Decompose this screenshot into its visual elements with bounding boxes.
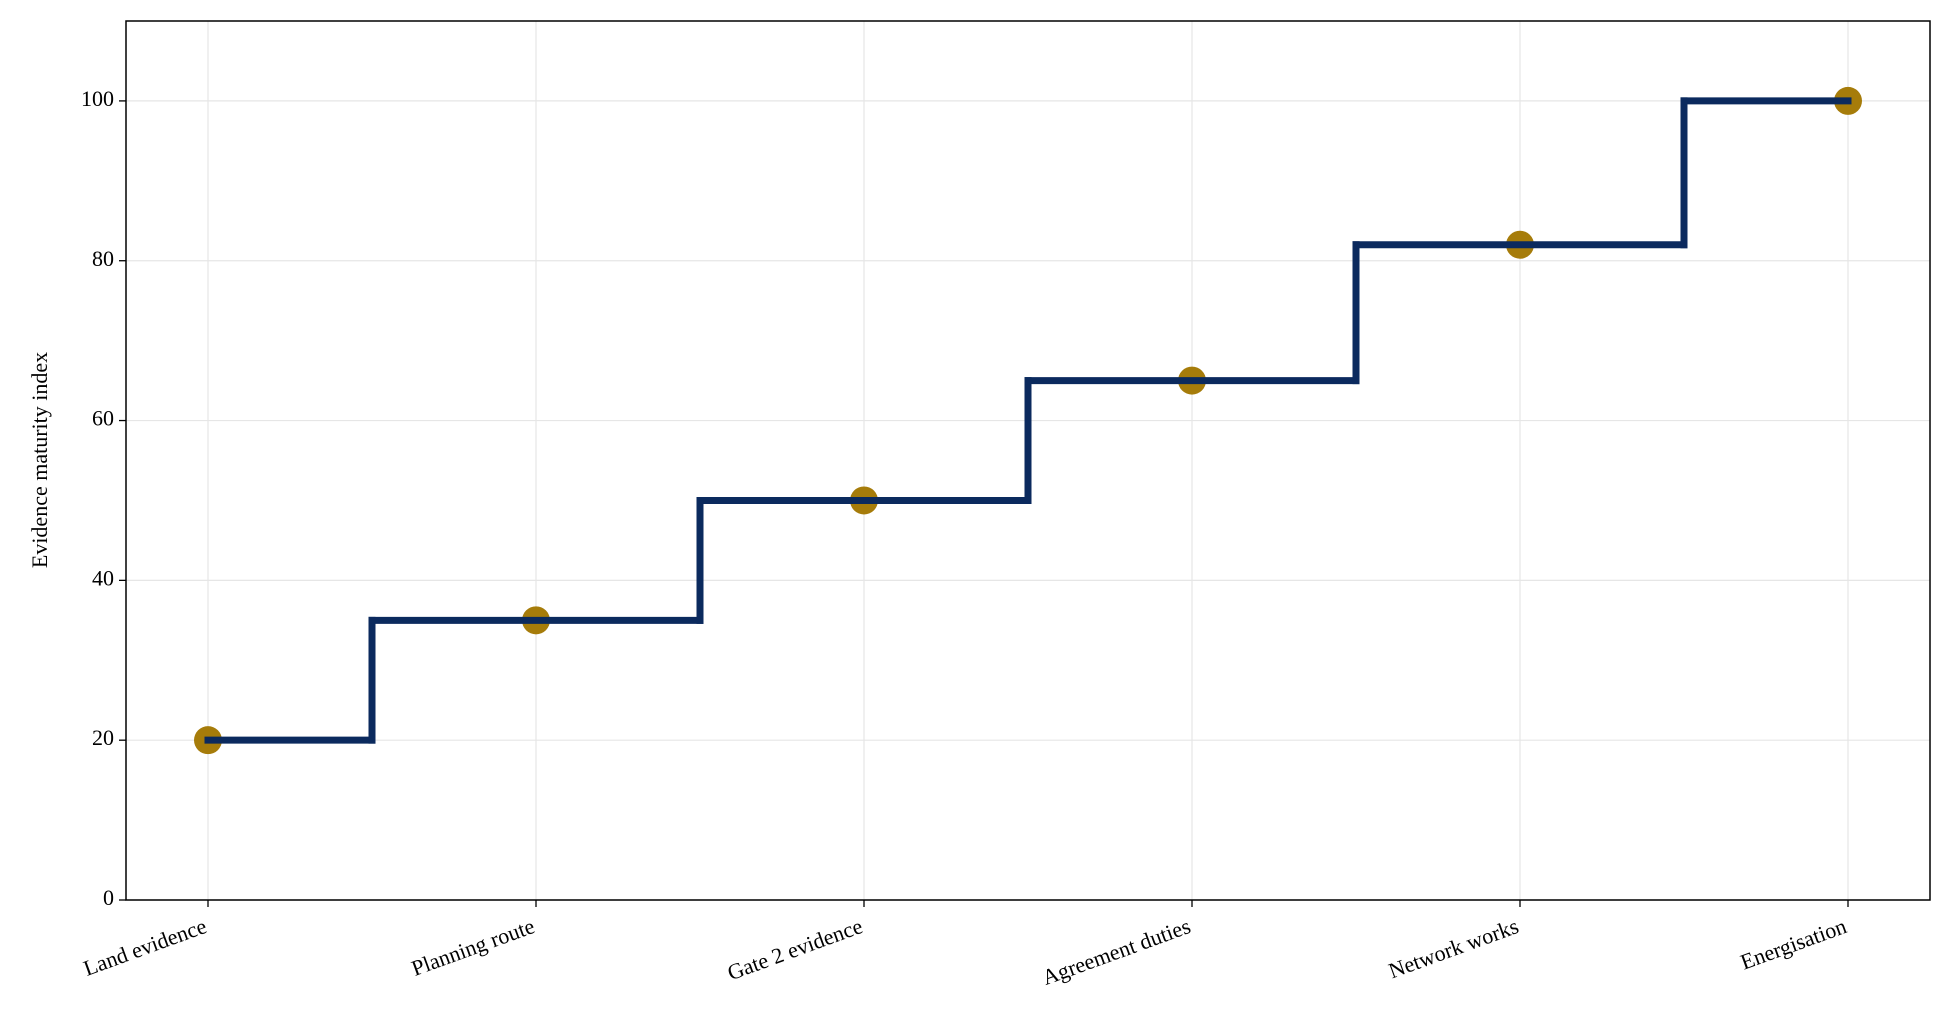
y-axis-label: Evidence maturity index xyxy=(27,352,52,568)
plot-frame xyxy=(125,20,1931,901)
y-tick-label: 100 xyxy=(81,86,114,111)
y-tick-label: 60 xyxy=(92,406,114,431)
x-tick-label: Planning route xyxy=(408,913,538,981)
y-tick-label: 20 xyxy=(92,725,114,750)
y-tick-label: 40 xyxy=(92,565,114,590)
y-tick-label: 0 xyxy=(103,885,114,910)
x-tick-label: Land evidence xyxy=(80,913,210,981)
x-tick-label: Gate 2 evidence xyxy=(724,913,866,985)
x-tick-label: Agreement duties xyxy=(1039,913,1194,990)
x-tick-label: Energisation xyxy=(1737,913,1850,974)
x-tick-label: Network works xyxy=(1385,913,1522,983)
y-tick-label: 80 xyxy=(92,246,114,271)
